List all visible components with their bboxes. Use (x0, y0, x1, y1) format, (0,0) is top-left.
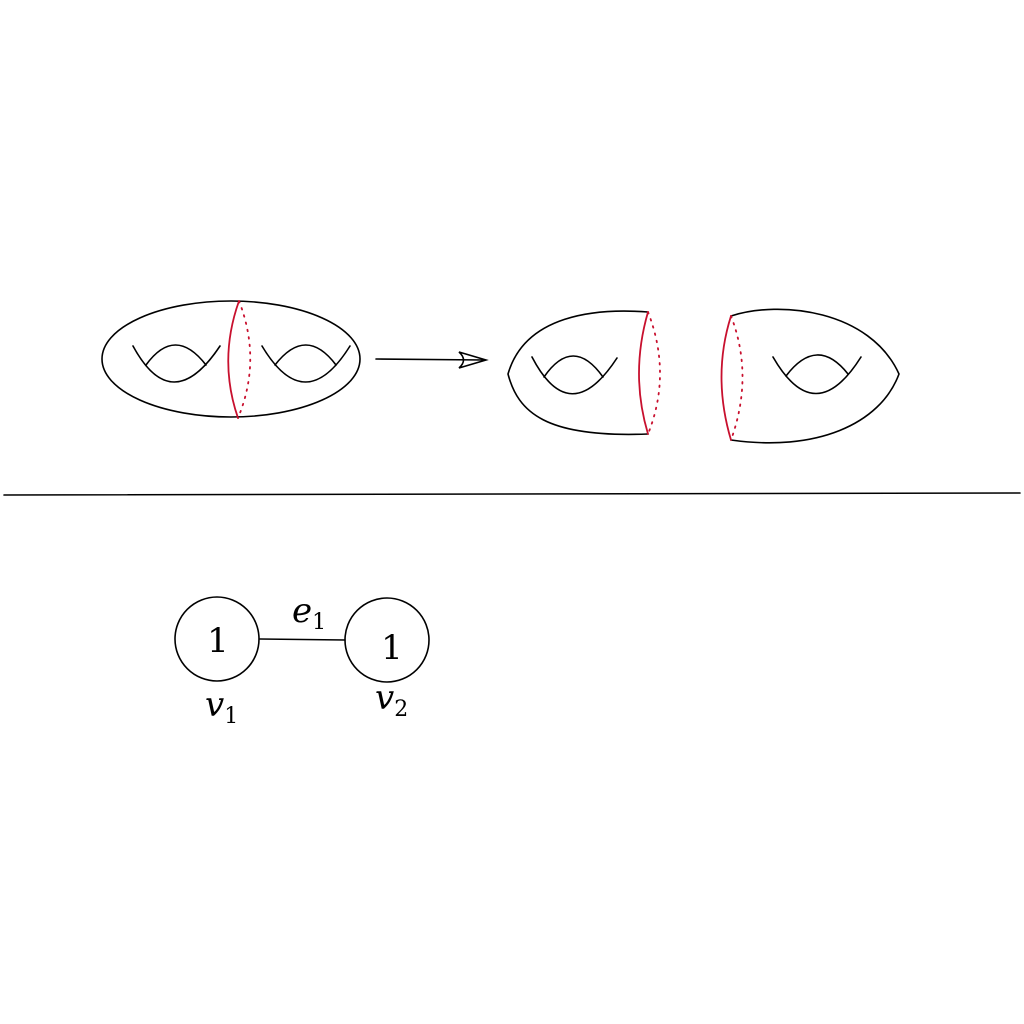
vertex-v1-label: v1 (205, 685, 238, 729)
separating-curve-front (227, 300, 240, 419)
handle-left-upper (145, 344, 207, 366)
genus-one-piece-right (720, 308, 900, 444)
piece-right-handle-upper (785, 354, 849, 377)
piece-left-curve-front (638, 311, 649, 435)
piece-left-outline (507, 310, 649, 436)
piece-left-handle-upper (543, 355, 604, 378)
vertex-v2-name: v (375, 678, 394, 718)
vertex-v1 (174, 596, 260, 682)
vertex-v2-label: v2 (375, 678, 408, 722)
piece-left-curve-back (647, 311, 661, 435)
vertex-v1-name: v (205, 685, 224, 725)
surface-outline (101, 300, 361, 418)
edge-e1-name: e (292, 591, 312, 631)
divider-line (3, 492, 1021, 496)
vertex-v1-subscript: 1 (224, 704, 238, 729)
piece-right-curve-front (720, 315, 732, 441)
handle-right-lower (261, 345, 351, 383)
dual-graph: 1 1 e1 v1 v2 (174, 591, 430, 729)
edge-e1-subscript: 1 (312, 610, 326, 635)
piece-right-outline (730, 308, 900, 444)
genus-one-piece-left (507, 310, 661, 436)
piece-right-handle-lower (772, 356, 862, 395)
degeneration-arrow (375, 351, 489, 369)
genus-two-surface (101, 300, 361, 419)
handle-left-lower (132, 345, 221, 383)
edge-e1-label: e1 (292, 591, 326, 635)
handle-right-upper (274, 344, 337, 366)
piece-left-handle-lower (531, 356, 618, 395)
vertex-v2-genus: 1 (381, 628, 403, 668)
piece-right-curve-back (730, 315, 744, 441)
separating-curve-back (237, 300, 252, 419)
vertex-v1-genus: 1 (207, 621, 229, 661)
vertex-v2-subscript: 2 (394, 697, 408, 722)
edge-e1 (259, 638, 346, 641)
vertex-v2 (344, 597, 430, 683)
